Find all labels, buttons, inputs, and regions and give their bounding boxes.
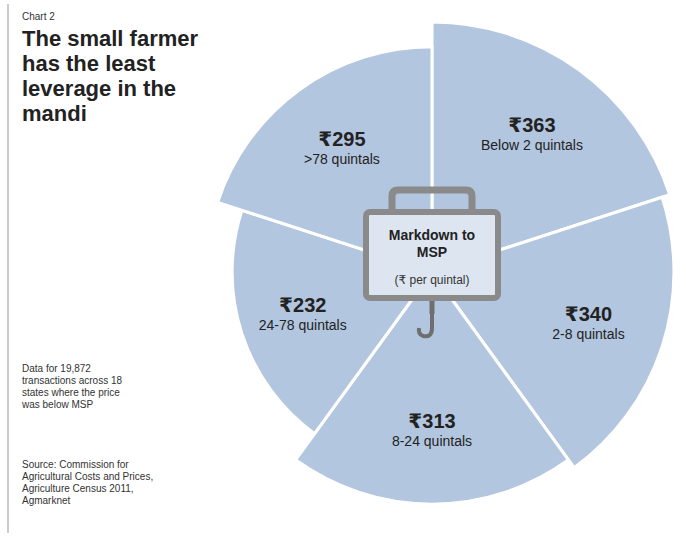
text-line: states where the price xyxy=(22,387,120,398)
chart: Chart 2 The small farmerhas the leastleve… xyxy=(0,0,686,537)
center-label: Markdown toMSP xyxy=(389,227,475,260)
text-line: leverage in the xyxy=(22,76,176,101)
border xyxy=(8,4,9,533)
text-line: Data for 19,872 xyxy=(22,363,91,374)
data-labels: ₹363Below 2 quintals ₹3402-8 quintals ₹313… xyxy=(259,114,625,448)
text-line: Agriculture Census 2011, xyxy=(22,483,134,494)
data-label: ₹363 xyxy=(508,114,555,136)
title: The small farmerhas the leastleverage in… xyxy=(22,26,199,126)
text-line: MSP xyxy=(417,244,447,260)
center-unit: (₹ per quintal) xyxy=(395,273,470,287)
text-line: has the least xyxy=(22,51,156,76)
category-label: 2-8 quintals xyxy=(552,326,624,342)
data-label: ₹232 xyxy=(279,294,326,316)
text-line: Agmarknet xyxy=(22,495,71,506)
note: Data for 19,872transactions across 18sta… xyxy=(21,363,122,410)
source: Source: Commission forAgricultural Costs… xyxy=(22,459,153,506)
weight-body xyxy=(366,212,498,298)
category-label: >78 quintals xyxy=(304,151,380,167)
weight-icon: Markdown toMSP (₹ per quintal) xyxy=(366,190,498,336)
category-label: 24-78 quintals xyxy=(259,317,347,333)
category-label: Below 2 quintals xyxy=(481,137,583,153)
text-line: mandi xyxy=(22,101,87,126)
petals xyxy=(218,22,674,504)
weight-hook xyxy=(419,314,432,336)
text-line: Markdown to xyxy=(389,227,475,243)
text-line: Source: Commission for xyxy=(22,459,129,470)
data-label: ₹313 xyxy=(408,410,455,432)
data-label: ₹295 xyxy=(318,128,365,150)
category-label: 8-24 quintals xyxy=(392,433,472,449)
text-line: The small farmer xyxy=(22,26,199,51)
weight-stem xyxy=(430,301,435,314)
text-line: was below MSP xyxy=(21,399,93,410)
data-label: ₹340 xyxy=(565,303,612,325)
subtitle: Chart 2 xyxy=(22,11,55,22)
text-line: transactions across 18 xyxy=(22,375,122,386)
text-line: Agricultural Costs and Prices, xyxy=(22,471,153,482)
